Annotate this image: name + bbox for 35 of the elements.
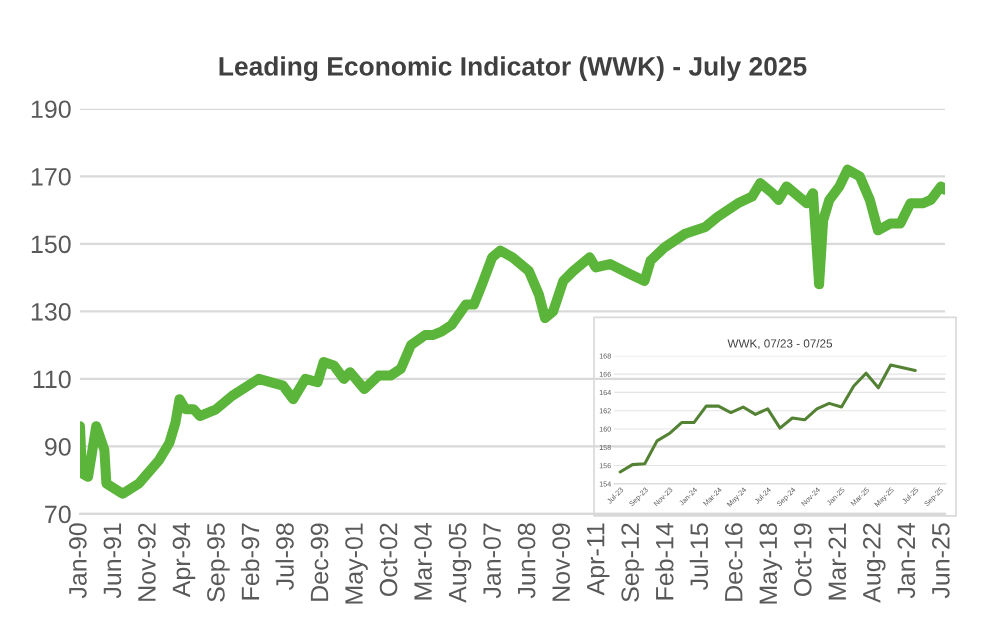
x-tick-label: Apr-94 [172, 522, 196, 598]
y-tick-label: 170 [31, 167, 71, 186]
x-tick-label: Sep-12 [621, 523, 644, 602]
line-series [618, 363, 917, 474]
x-tick-label: Jun-91 [103, 523, 122, 599]
x-tick-label: Jun-25 [931, 523, 950, 599]
x-tick-label: Jan-07 [483, 523, 501, 599]
y-tick-label: 150 [31, 235, 71, 254]
x-tick-label: May-18 [759, 523, 783, 604]
x-tick-label: Apr-11 [587, 523, 610, 596]
x-tick-label: Jan-24 [897, 522, 916, 599]
x-tick-label: Feb-14 [655, 522, 674, 600]
x-tick-label: Dec-16 [724, 523, 743, 601]
x-tick-label: Jun-08 [517, 523, 536, 599]
x-tick-label: Dec-99 [310, 523, 329, 601]
x-tick-label: Oct-02 [379, 523, 398, 597]
x-tick-label: Sep-95 [207, 523, 230, 602]
x-tick-label: Aug-05 [448, 523, 472, 603]
y-tick-label: 190 [31, 100, 71, 119]
x-tick-label: Oct-19 [793, 523, 812, 597]
y-tick-label: 90 [45, 438, 71, 456]
x-tick-label: Jul-15 [689, 523, 709, 590]
y-tick-label: 110 [33, 370, 71, 389]
y-tick-label: 70 [45, 505, 71, 524]
x-tick-label: Jan-90 [69, 523, 87, 599]
x-tick-label: May-01 [345, 523, 368, 604]
x-tick-label: Feb-97 [240, 523, 260, 600]
x-tick-label: Nov-09 [552, 523, 570, 601]
x-tick-label: Jul-98 [275, 523, 294, 590]
x-tick-label: Nov-92 [138, 523, 156, 601]
y-tick-label: 130 [31, 302, 71, 321]
x-tick-label: Aug-22 [862, 523, 886, 603]
x-tick-label: Mar-04 [414, 522, 432, 600]
x-tick-label: Mar-21 [828, 523, 847, 600]
chart-title: Leading Economic Indicator (WWK) - July 2025 [219, 56, 807, 82]
